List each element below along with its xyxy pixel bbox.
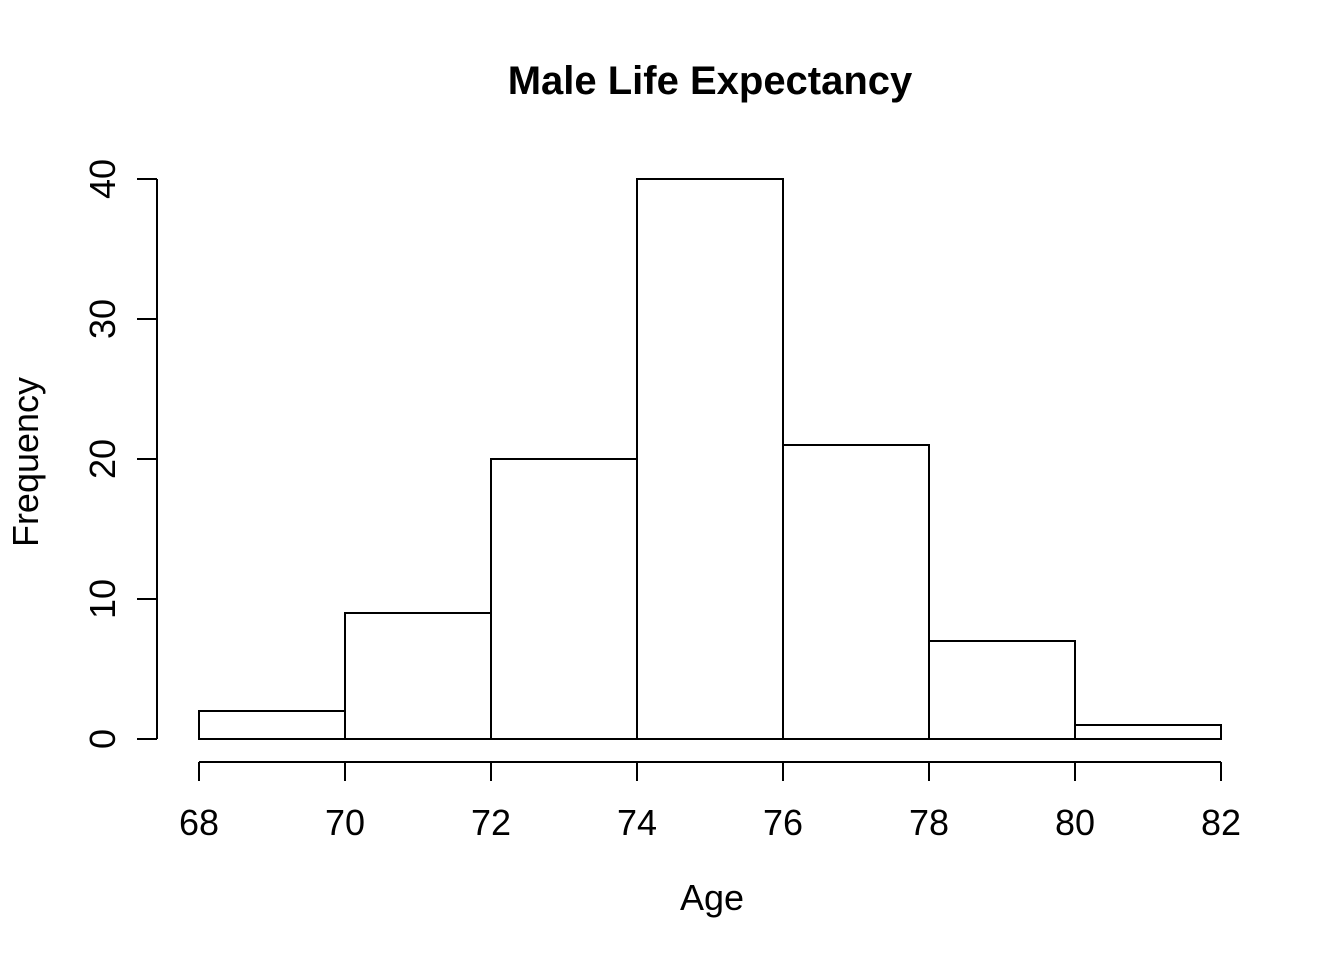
x-tick-label: 80 <box>1055 802 1095 843</box>
x-axis-title: Age <box>680 877 744 918</box>
x-tick-label: 72 <box>471 802 511 843</box>
plot-area: 0 10 20 30 40 68 70 72 74 76 78 80 82 <box>82 159 1241 843</box>
histogram-bar <box>782 444 930 740</box>
histogram-bar <box>490 458 638 740</box>
y-tick-label: 0 <box>82 729 123 749</box>
histogram-bar <box>636 178 784 740</box>
x-tick-label: 68 <box>179 802 219 843</box>
x-tick-label: 70 <box>325 802 365 843</box>
y-tick-label: 10 <box>82 579 123 619</box>
histogram-bar <box>198 710 346 740</box>
histogram-bar <box>928 640 1076 740</box>
y-axis-title: Frequency <box>5 377 46 547</box>
x-tick-label: 82 <box>1201 802 1241 843</box>
x-tick-label: 74 <box>617 802 657 843</box>
x-tick-label: 76 <box>763 802 803 843</box>
y-tick-label: 30 <box>82 299 123 339</box>
histogram-bar <box>1074 724 1222 740</box>
y-tick-label: 40 <box>82 159 123 199</box>
y-tick-label: 20 <box>82 439 123 479</box>
chart-title: Male Life Expectancy <box>508 59 913 103</box>
x-tick-label: 78 <box>909 802 949 843</box>
histogram-bar <box>344 612 492 740</box>
